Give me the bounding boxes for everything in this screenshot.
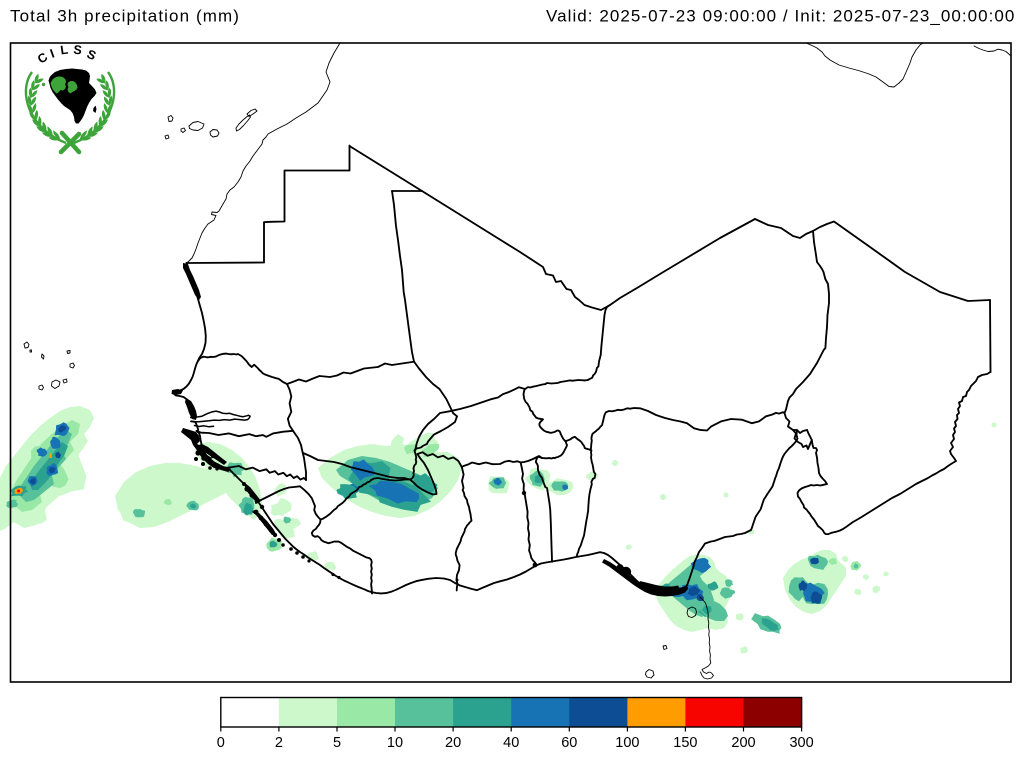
- svg-text:S: S: [73, 43, 83, 58]
- svg-text:10: 10: [387, 735, 403, 751]
- svg-text:200: 200: [731, 735, 755, 751]
- svg-text:I: I: [48, 46, 56, 60]
- svg-text:20: 20: [445, 735, 461, 751]
- svg-text:2: 2: [275, 735, 283, 751]
- svg-text:Total 3h precipitation (mm): Total 3h precipitation (mm): [10, 7, 240, 26]
- svg-text:40: 40: [503, 735, 519, 751]
- svg-text:300: 300: [789, 735, 813, 751]
- svg-text:0: 0: [217, 735, 225, 751]
- svg-text:150: 150: [673, 735, 697, 751]
- svg-text:60: 60: [561, 735, 577, 751]
- svg-text:5: 5: [333, 735, 341, 751]
- svg-text:100: 100: [615, 735, 639, 751]
- svg-text:L: L: [59, 42, 69, 57]
- svg-text:Valid: 2025-07-23 09:00:00 / I: Valid: 2025-07-23 09:00:00 / Init: 2025-…: [546, 7, 1015, 26]
